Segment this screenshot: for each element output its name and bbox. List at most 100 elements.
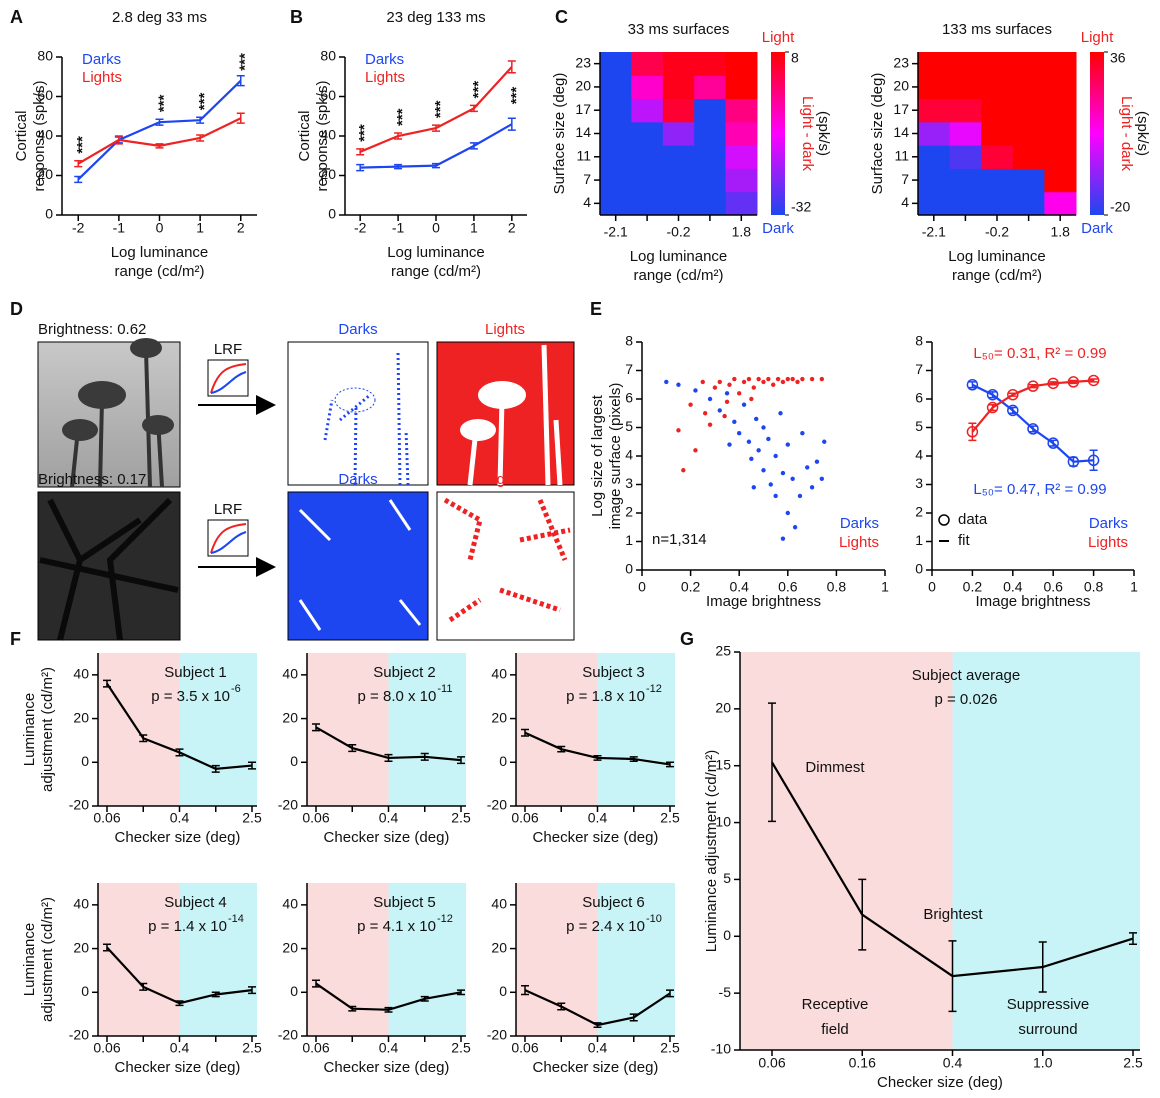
- y-tick-label: 40: [37, 127, 53, 143]
- error-bar: [521, 984, 529, 996]
- heatmap-cell: [631, 52, 664, 76]
- heatmap-cell: [1012, 98, 1045, 123]
- heatmap-cell: [1012, 145, 1045, 169]
- chart-title: 133 ms surfaces: [942, 21, 1052, 38]
- legend-entry: Darks: [1089, 515, 1128, 532]
- error-bar: [211, 764, 220, 773]
- scatter-point: [756, 448, 761, 453]
- error-bar: [666, 989, 674, 998]
- y-tick-label: 0: [290, 983, 298, 999]
- error-bar: [312, 979, 320, 988]
- y-tick-label: 3: [625, 475, 633, 491]
- x-tick-label: 1.8: [732, 224, 752, 240]
- heatmap-cell: [725, 75, 758, 100]
- data-marker: [1007, 388, 1019, 401]
- heatmap-cell: [949, 168, 982, 193]
- x-tick-label: -2: [354, 220, 367, 236]
- heatmap-cell: [600, 191, 632, 216]
- error-bar: [948, 940, 957, 1013]
- fit-label: L₅₀= 0.31, R² = 0.99: [973, 345, 1106, 362]
- scatter-point: [751, 385, 756, 390]
- y-tick-label: 7: [625, 361, 633, 377]
- scatter-point: [741, 379, 747, 385]
- error-bar: [457, 756, 465, 765]
- scatter-point: [797, 493, 803, 499]
- x-tick-label: 0.6: [778, 579, 798, 595]
- heatmap-cell: [694, 145, 727, 169]
- region-shade: [597, 883, 675, 1036]
- colorbar: [771, 52, 785, 215]
- x-axis-label: Checker size (deg): [877, 1074, 1003, 1091]
- annotation: Receptive: [802, 996, 869, 1013]
- colorbar-tick-label: -20: [1110, 199, 1130, 215]
- lights-label: Lights: [485, 321, 525, 338]
- error-bar: [593, 754, 602, 761]
- p-exponent: -6: [231, 683, 241, 695]
- y-tick-label: 20: [491, 709, 507, 725]
- y-tick-label: 40: [282, 666, 298, 682]
- x-tick-label: -0.2: [666, 224, 690, 240]
- error-bar: [1089, 378, 1098, 383]
- y-tick-label: 17: [893, 101, 909, 117]
- legend-entry: Lights: [365, 69, 405, 86]
- data-marker: [1047, 437, 1059, 449]
- colorbar-tick-label: 36: [1110, 50, 1126, 66]
- error-bar: [312, 723, 320, 732]
- subject-label: Subject 5: [373, 894, 436, 911]
- x-tick-label: 0.2: [681, 579, 701, 595]
- data-marker: [1047, 377, 1059, 390]
- legend-entry: Lights: [82, 69, 122, 86]
- y-tick-label: 3: [915, 475, 923, 491]
- lights-map: [436, 341, 575, 486]
- scatter-point: [819, 376, 825, 382]
- data-marker: [966, 379, 979, 391]
- colorbar-label: (spk/s): [1134, 111, 1151, 156]
- y-tick-label: 1: [915, 532, 923, 548]
- y-tick-label: 1: [625, 532, 633, 548]
- error-bar: [1029, 425, 1037, 433]
- y-tick-label: -20: [487, 1027, 507, 1043]
- heatmap-cell: [949, 52, 982, 76]
- brightness-label: Brightness: 0.62: [38, 321, 146, 338]
- annotation: Brightest: [923, 906, 983, 923]
- significance: ***: [237, 53, 254, 71]
- lrf-label: LRF: [214, 341, 242, 358]
- lights-pixels: [443, 497, 571, 623]
- y-axis-label: adjustment (cd/m²): [39, 667, 56, 792]
- colorbar-label: (spk/s): [815, 111, 832, 156]
- y-tick-label: 20: [37, 166, 53, 182]
- heatmap-cell: [600, 168, 632, 193]
- x-tick-label: 2.5: [451, 1040, 471, 1056]
- scatter-point: [732, 419, 737, 424]
- scatter-point: [717, 379, 722, 385]
- significance: ***: [155, 95, 172, 113]
- scatter-point: [792, 525, 798, 530]
- scatter-point: [737, 391, 742, 396]
- error-bar: [103, 943, 111, 952]
- annotation: n=1,314: [652, 531, 707, 548]
- scatter-point: [809, 376, 815, 382]
- y-axis-label: Log size of largest: [589, 394, 606, 517]
- x-axis-label: Checker size (deg): [324, 829, 450, 846]
- x-tick-label: 0.4: [588, 1040, 608, 1056]
- x-tick-label: 0.4: [943, 1055, 963, 1071]
- x-tick-label: 0.06: [93, 810, 120, 826]
- lights-pixels: [467, 344, 563, 486]
- heatmap-cell: [918, 121, 951, 146]
- heatmap-cell: [949, 145, 982, 169]
- error-bar: [1049, 381, 1058, 386]
- x-axis-label: Checker size (deg): [533, 1059, 659, 1076]
- colorbar-bottom-label: Dark: [1081, 220, 1113, 237]
- x-axis-label: Log luminance: [630, 248, 728, 265]
- y-axis-label: Surface size (deg): [551, 73, 568, 195]
- heatmap-cell: [662, 168, 695, 193]
- heatmap-cell: [1012, 52, 1045, 76]
- data-marker: [966, 426, 979, 438]
- y-tick-label: 10: [715, 813, 731, 829]
- scatter-point: [724, 399, 730, 405]
- data-marker: [1027, 423, 1039, 435]
- heatmap-cell: [981, 98, 1014, 123]
- error-bar: [248, 761, 256, 770]
- error-bar: [1089, 449, 1098, 471]
- lrf-icon: [207, 519, 249, 557]
